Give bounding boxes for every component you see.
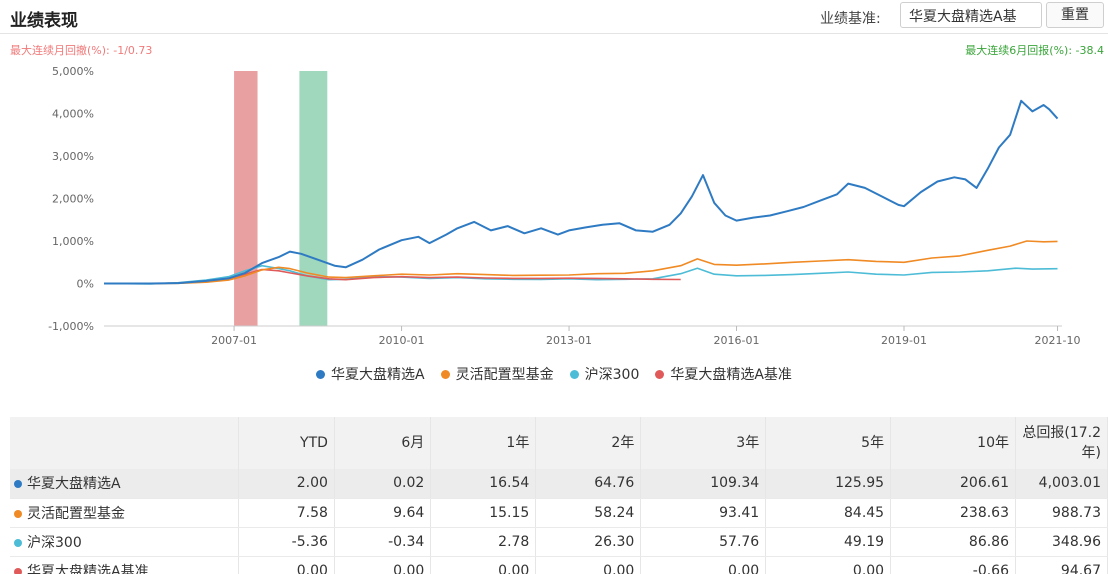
benchmark-select[interactable]: 华夏大盘精选A基 bbox=[900, 2, 1042, 28]
table-cell: 26.30 bbox=[535, 527, 642, 557]
table-cell: 94.67 bbox=[1015, 556, 1108, 574]
table-cell: 125.95 bbox=[765, 469, 892, 499]
row-name: 华夏大盘精选A bbox=[10, 469, 239, 499]
table-cell: -0.66 bbox=[890, 556, 1016, 574]
table-cell: 49.19 bbox=[765, 527, 892, 557]
table-cell: 0.00 bbox=[238, 556, 335, 574]
col-header-name bbox=[10, 417, 239, 469]
performance-line-chart[interactable]: 5,000% 4,000% 3,000% 2,000% 1,000% 0% -1,000% 2… bbox=[0, 60, 1108, 350]
reset-button[interactable]: 重置 bbox=[1046, 2, 1104, 28]
table-cell: -5.36 bbox=[238, 527, 335, 557]
table-cell: 57.76 bbox=[640, 527, 767, 557]
y-tick-label: 4,000% bbox=[52, 108, 94, 121]
benchmark-label: 业绩基准: bbox=[820, 11, 881, 27]
row-dot-icon bbox=[14, 480, 22, 489]
table-cell: 84.45 bbox=[765, 498, 892, 528]
table-row: 沪深300 -5.36 -0.34 2.78 26.30 57.76 49.19 86.86 3… bbox=[10, 527, 1108, 557]
legend-label: 灵活配置型基金 bbox=[455, 367, 554, 383]
x-tick-label: 2019-01 bbox=[881, 334, 927, 347]
col-header-total: 总回报(17.2年) bbox=[1015, 417, 1108, 469]
legend-dot-icon bbox=[316, 369, 326, 379]
highlight-band-0 bbox=[234, 71, 258, 326]
row-name: 灵活配置型基金 bbox=[10, 498, 239, 528]
table-header-row: YTD 6月 1年 2年 3年 5年 10年 总回报(17.2年) bbox=[10, 417, 1108, 469]
y-tick-label: 5,000% bbox=[52, 65, 94, 78]
row-dot-icon bbox=[14, 538, 22, 547]
table-cell: 9.64 bbox=[334, 498, 432, 528]
legend-label: 华夏大盘精选A基准 bbox=[670, 367, 792, 383]
header: 业绩表现 业绩基准: 华夏大盘精选A基 重置 bbox=[0, 0, 1108, 34]
row-dot-icon bbox=[14, 567, 22, 574]
row-dot-icon bbox=[14, 509, 22, 518]
col-header-10y: 10年 bbox=[890, 417, 1016, 469]
table-cell: 238.63 bbox=[890, 498, 1016, 528]
table-cell: 988.73 bbox=[1015, 498, 1108, 528]
legend-label: 沪深300 bbox=[584, 367, 640, 383]
series-line-1 bbox=[104, 240, 1058, 285]
table-cell: 4,003.01 bbox=[1015, 469, 1108, 499]
highlight-band-1 bbox=[299, 71, 328, 326]
series-line-0 bbox=[104, 99, 1059, 285]
legend-item[interactable]: 灵活配置型基金 bbox=[440, 364, 554, 384]
table-cell: 348.96 bbox=[1015, 527, 1108, 557]
table-cell: 2.00 bbox=[238, 469, 335, 499]
x-tick-label: 2013-01 bbox=[546, 334, 592, 347]
table-cell: 16.54 bbox=[430, 469, 537, 499]
table-cell: 15.15 bbox=[430, 498, 537, 528]
performance-table: YTD 6月 1年 2年 3年 5年 10年 总回报(17.2年) 华夏大盘精选… bbox=[10, 417, 1108, 574]
col-header-5y: 5年 bbox=[765, 417, 892, 469]
x-tick-label: 2016-01 bbox=[714, 334, 760, 347]
col-header-6m: 6月 bbox=[334, 417, 432, 469]
table-cell: -0.34 bbox=[334, 527, 432, 557]
table-cell: 58.24 bbox=[535, 498, 642, 528]
table-cell: 7.58 bbox=[238, 498, 335, 528]
col-header-3y: 3年 bbox=[640, 417, 767, 469]
legend-label: 华夏大盘精选A bbox=[331, 367, 425, 383]
legend-item[interactable]: 华夏大盘精选A bbox=[316, 364, 425, 384]
y-tick-label: 3,000% bbox=[52, 150, 94, 163]
table-cell: 0.00 bbox=[334, 556, 432, 574]
max-drawdown-label: 最大连续月回撤(%): -1/0.73 bbox=[10, 44, 153, 57]
y-tick-label: 0% bbox=[77, 278, 94, 291]
col-header-ytd: YTD bbox=[238, 417, 335, 469]
col-header-2y: 2年 bbox=[535, 417, 642, 469]
max-return-label: 最大连续6月回报(%): -38.4 bbox=[965, 44, 1104, 57]
x-tick-label: 2007-01 bbox=[211, 334, 257, 347]
legend-item[interactable]: 沪深300 bbox=[569, 364, 640, 384]
table-row: 华夏大盘精选A 2.00 0.02 16.54 64.76 109.34 125.95 206… bbox=[10, 469, 1108, 499]
legend-dot-icon bbox=[440, 369, 450, 379]
x-tick-label: 2010-01 bbox=[379, 334, 425, 347]
table-cell: 0.00 bbox=[430, 556, 537, 574]
table-cell: 0.00 bbox=[535, 556, 642, 574]
row-name: 华夏大盘精选A基准 bbox=[10, 556, 239, 574]
row-name: 沪深300 bbox=[10, 527, 239, 557]
table-cell: 0.00 bbox=[765, 556, 892, 574]
page-title: 业绩表现 bbox=[10, 11, 78, 31]
table-cell: 206.61 bbox=[890, 469, 1016, 499]
table-cell: 93.41 bbox=[640, 498, 767, 528]
table-cell: 2.78 bbox=[430, 527, 537, 557]
legend-dot-icon bbox=[569, 369, 579, 379]
col-header-1y: 1年 bbox=[430, 417, 537, 469]
legend-item[interactable]: 华夏大盘精选A基准 bbox=[655, 364, 792, 384]
legend-dot-icon bbox=[655, 369, 665, 379]
y-tick-label: -1,000% bbox=[48, 320, 94, 333]
table-cell: 0.02 bbox=[334, 469, 432, 499]
table-row: 灵活配置型基金 7.58 9.64 15.15 58.24 93.41 84.45 238.6… bbox=[10, 498, 1108, 528]
y-tick-label: 1,000% bbox=[52, 235, 94, 248]
table-cell: 64.76 bbox=[535, 469, 642, 499]
x-tick-label: 2021-10 bbox=[1035, 334, 1081, 347]
table-cell: 109.34 bbox=[640, 469, 767, 499]
chart-legend: 华夏大盘精选A 灵活配置型基金 沪深300 华夏大盘精选A基准 bbox=[0, 364, 1108, 384]
y-tick-label: 2,000% bbox=[52, 193, 94, 206]
table-row: 华夏大盘精选A基准 0.00 0.00 0.00 0.00 0.00 0.00 -0.66 94… bbox=[10, 556, 1108, 574]
table-cell: 0.00 bbox=[640, 556, 767, 574]
table-cell: 86.86 bbox=[890, 527, 1016, 557]
